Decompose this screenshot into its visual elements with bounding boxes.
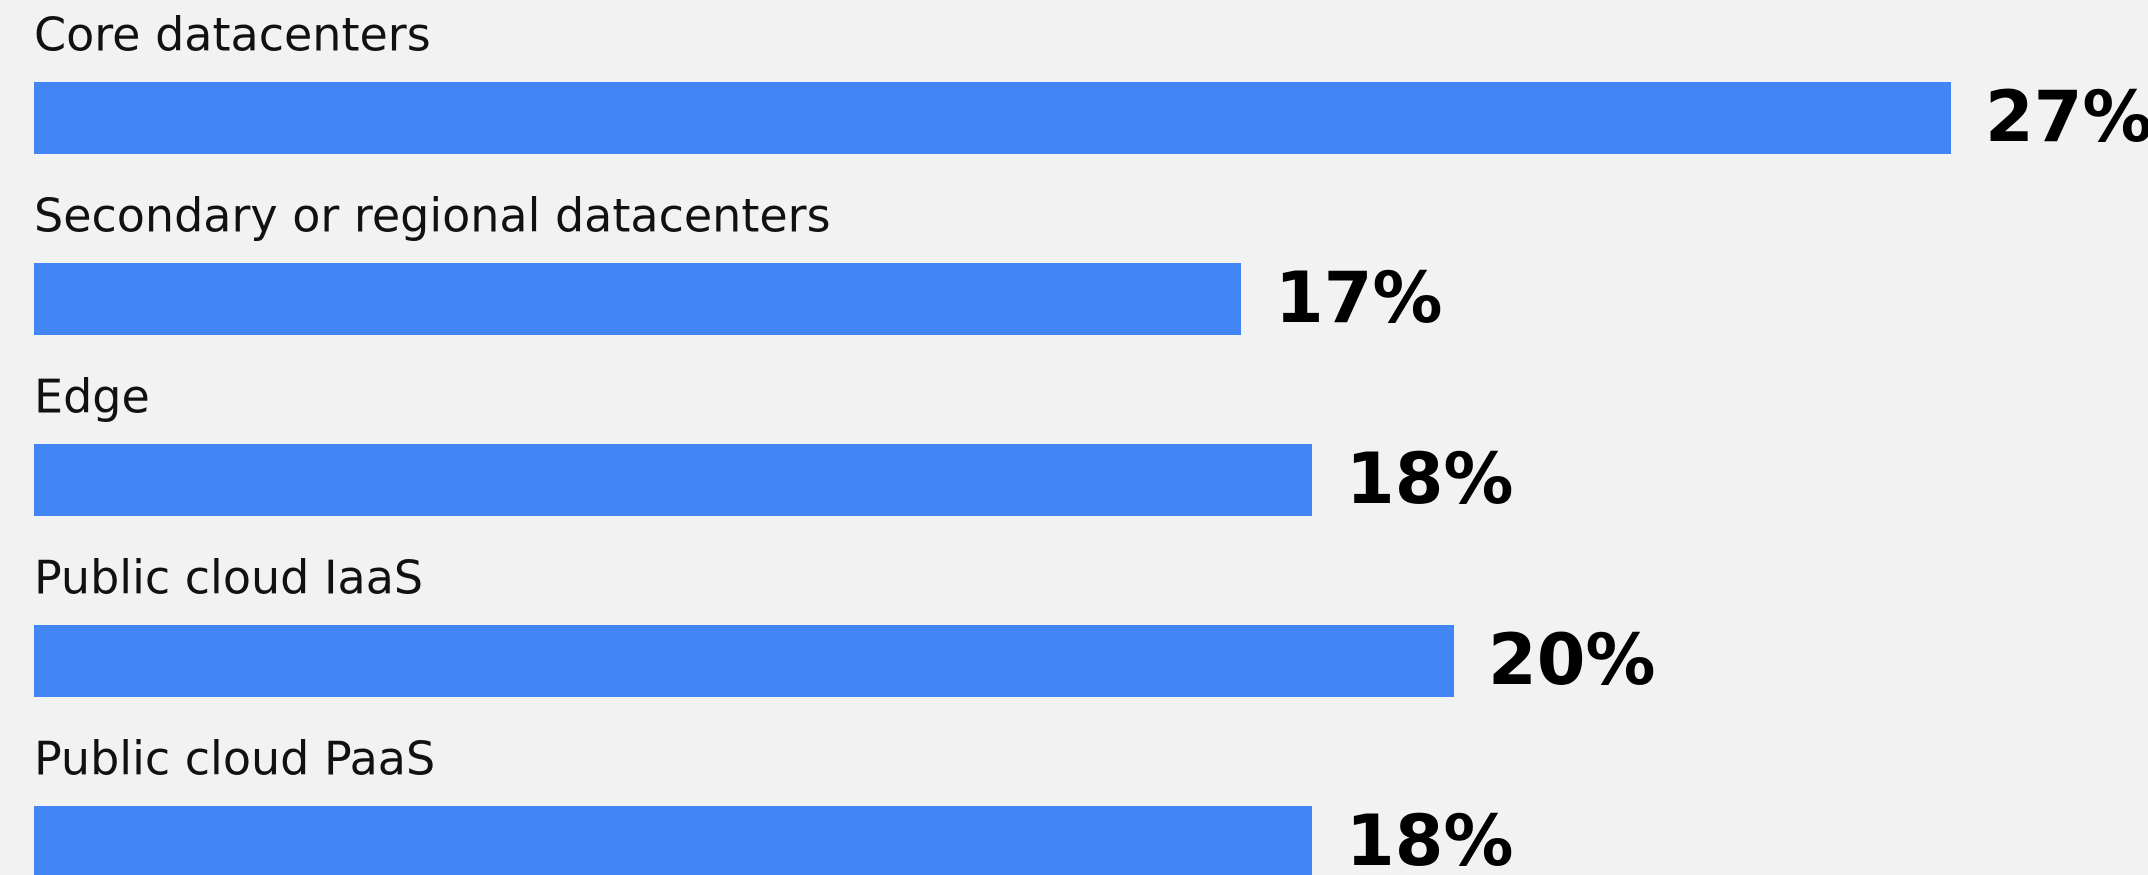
bar (34, 82, 1951, 154)
category-label: Public cloud IaaS (34, 551, 423, 605)
category-label: Core datacenters (34, 8, 431, 62)
category-label: Public cloud PaaS (34, 732, 435, 786)
bar (34, 444, 1312, 516)
bar (34, 625, 1454, 697)
category-label: Edge (34, 370, 150, 424)
value-label: 18% (1346, 438, 1514, 520)
bar (34, 263, 1241, 335)
value-label: 18% (1346, 800, 1514, 875)
bar (34, 806, 1312, 875)
value-label: 27% (1985, 76, 2148, 158)
value-label: 17% (1275, 257, 1443, 339)
value-label: 20% (1488, 619, 1656, 701)
category-label: Secondary or regional datacenters (34, 189, 831, 243)
